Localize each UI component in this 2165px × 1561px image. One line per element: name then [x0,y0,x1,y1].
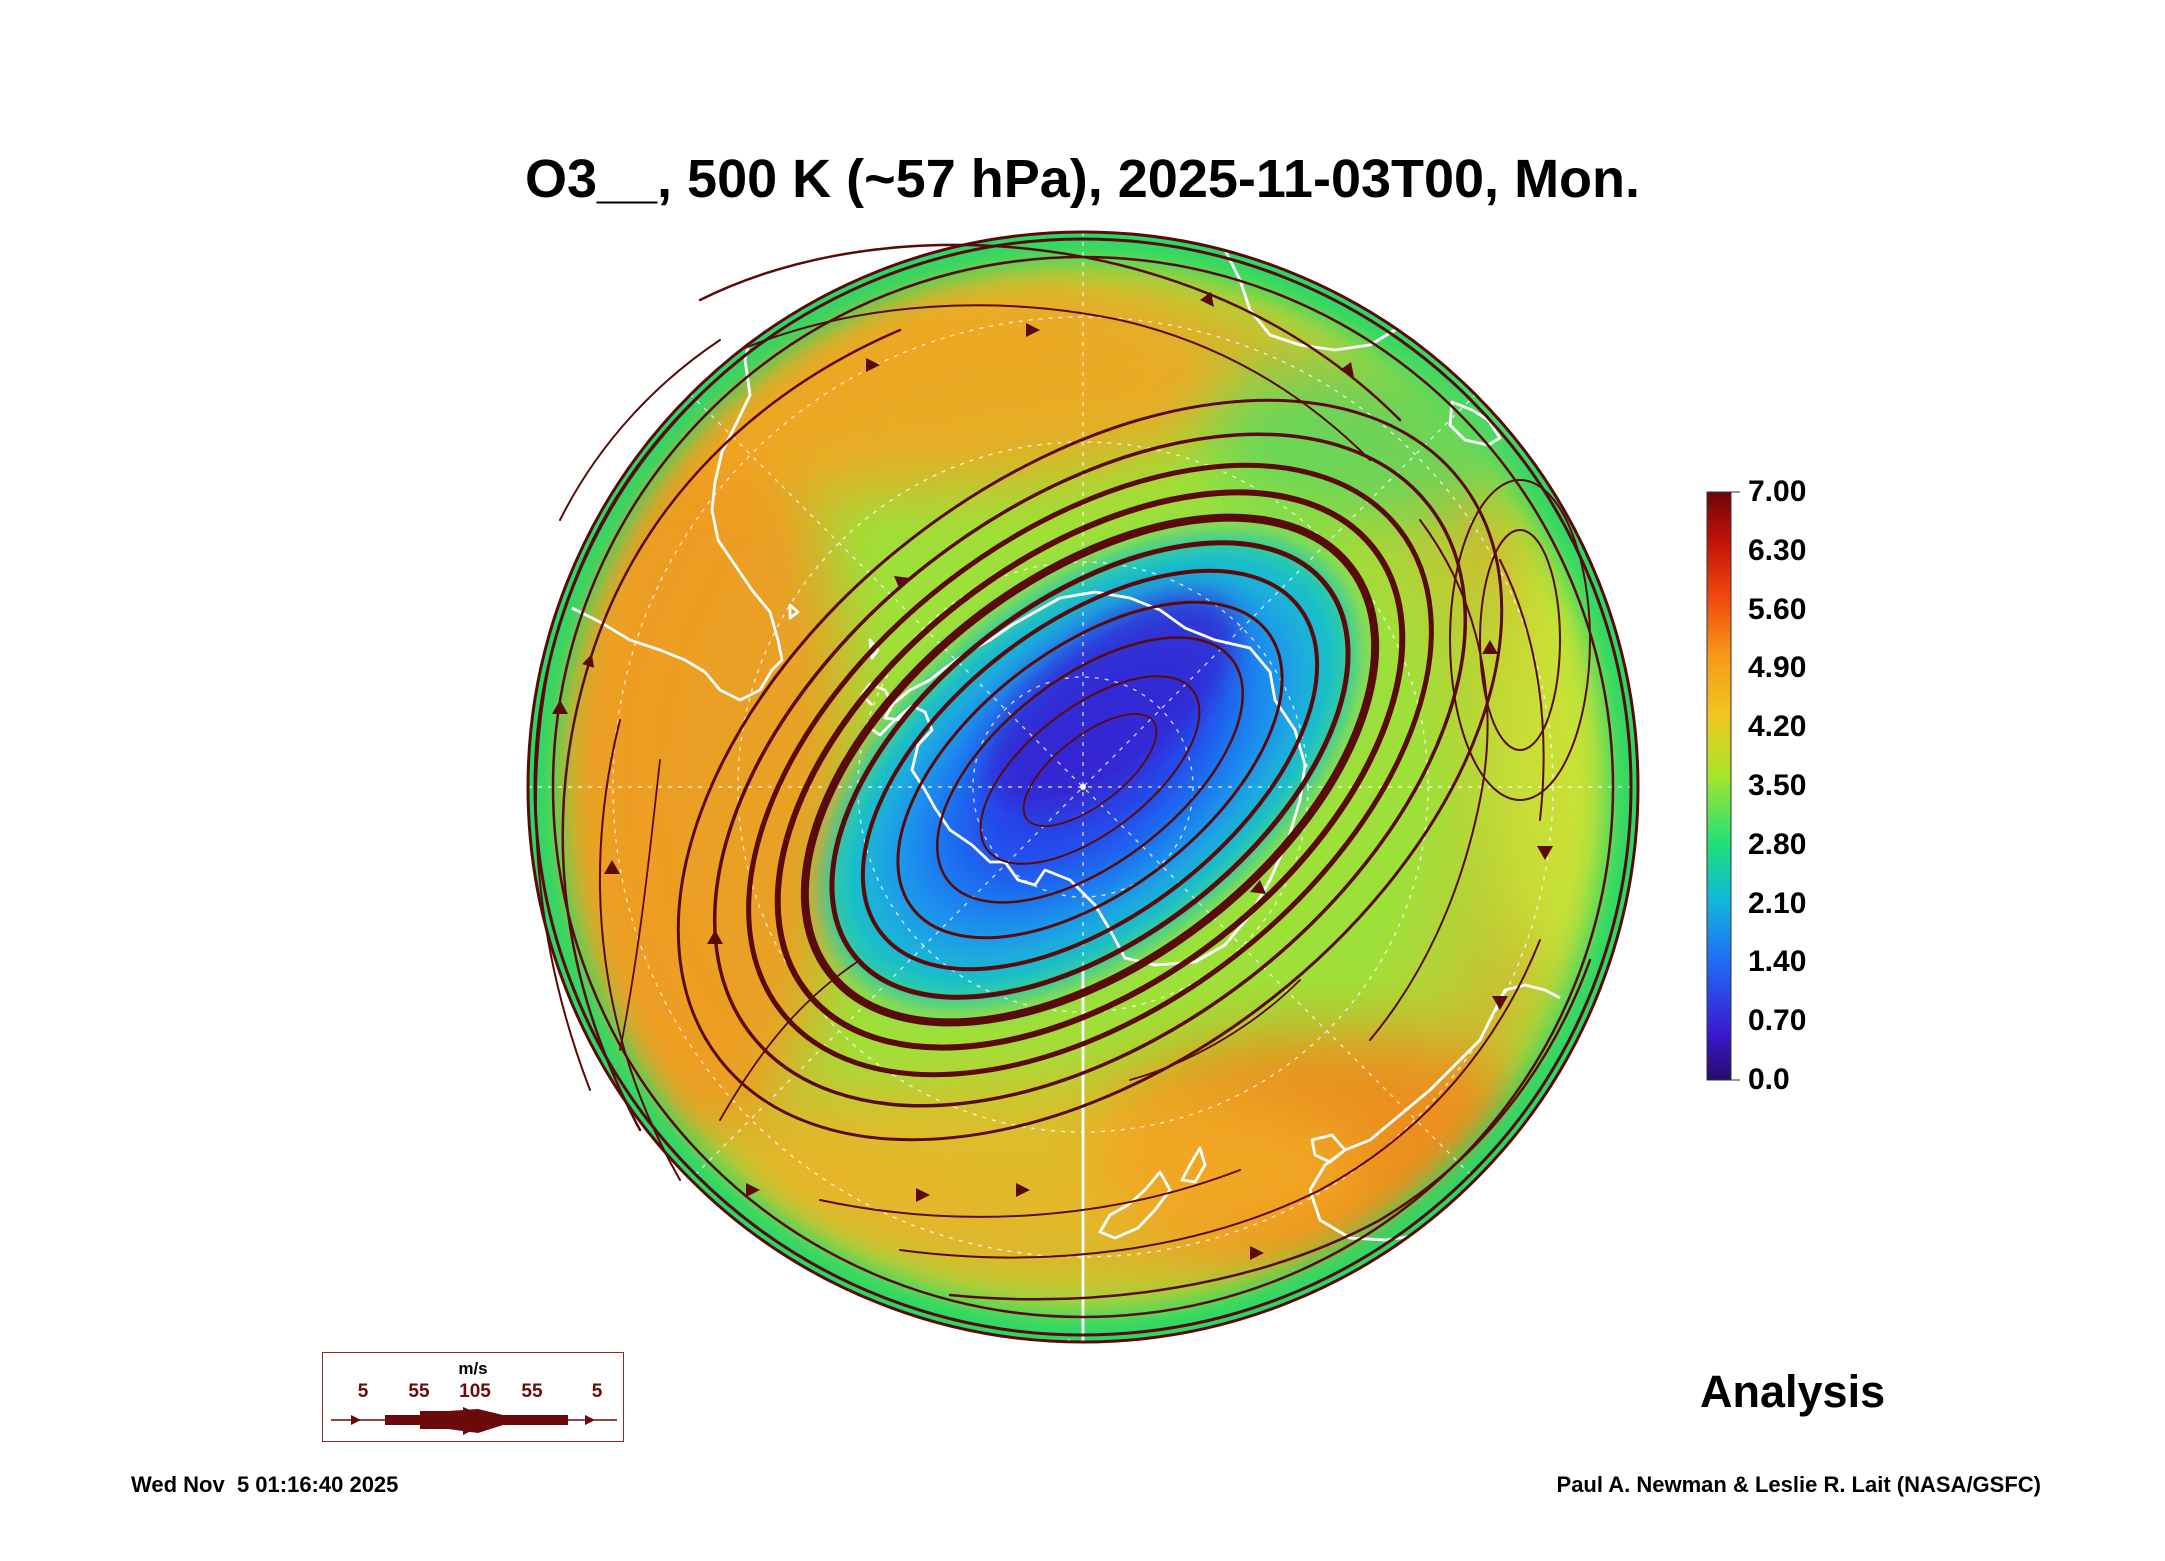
antarctica-coastline [883,590,1307,967]
colorbar-label: 7.00 [1748,475,1807,508]
south-pole-marker [1080,784,1086,790]
madagascar-coastline [1448,400,1502,447]
colorbar-ticks [1731,491,1740,1081]
streamline-arrowheads [552,292,1553,1260]
colorbar-label: 5.60 [1748,593,1807,626]
wind-legend-tick: 5 [591,1381,603,1402]
colorbar-label: 2.10 [1748,887,1807,920]
colorbar-label: 4.90 [1748,651,1807,684]
credit-text: Paul A. Newman & Leslie R. Lait (NASA/GS… [1556,1472,2041,1497]
chart-title: O3__, 500 K (~57 hPa), 2025-11-03T00, Mo… [524,149,1641,209]
tasmania-coastline [1310,1133,1347,1164]
colorbar-label: 3.50 [1748,769,1807,802]
colorbar-label: 6.30 [1748,534,1807,567]
new-zealand-coastline [1098,1170,1172,1240]
colorbar-label: 2.80 [1748,828,1807,861]
wind-legend-tick: 105 [459,1381,491,1402]
wind-legend-arrow [331,1407,617,1435]
colorbar-label: 0.70 [1748,1004,1807,1037]
africa-coastline [1204,236,1414,352]
analysis-label: Analysis [1700,1366,1886,1417]
colorbar-label: 4.20 [1748,710,1807,743]
colorbar [1706,491,1732,1081]
wind-legend-tick: 55 [521,1381,543,1402]
wind-streamlines [533,237,1633,1337]
colorbar-label: 1.40 [1748,945,1807,978]
wind-speed-legend: m/s 5 55 105 55 5 [322,1352,624,1442]
wind-legend-unit: m/s [458,1359,488,1378]
wind-legend-tick: 55 [408,1381,430,1402]
colorbar-label: 0.0 [1748,1063,1790,1096]
timestamp: Wed Nov 5 01:16:40 2025 [131,1472,399,1497]
globe-outline [526,230,1640,1344]
wind-legend-tick: 5 [357,1381,369,1402]
